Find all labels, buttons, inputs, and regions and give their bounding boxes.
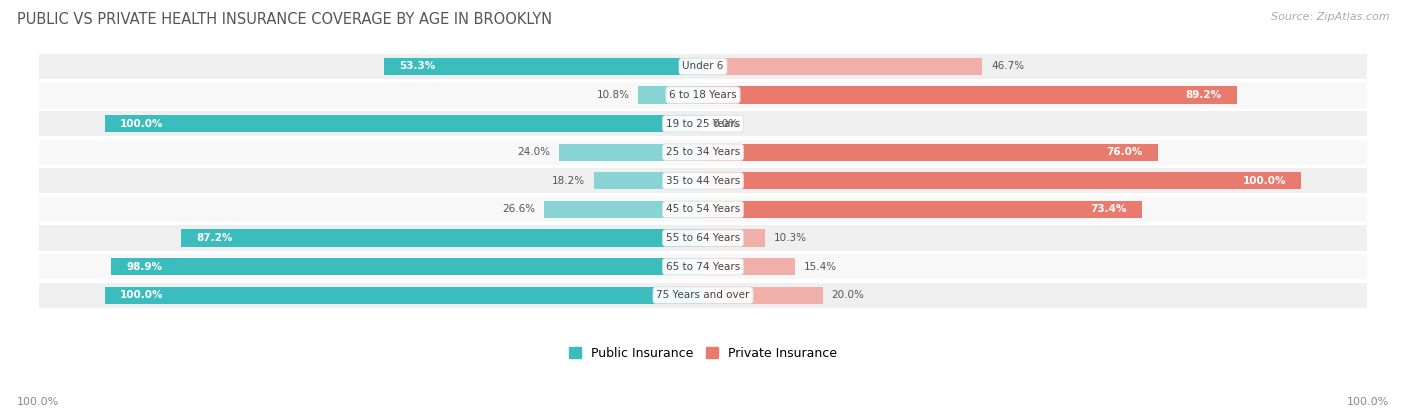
Bar bbox=[703, 58, 983, 75]
Text: Under 6: Under 6 bbox=[682, 62, 724, 71]
Text: 24.0%: 24.0% bbox=[517, 147, 550, 157]
Text: 100.0%: 100.0% bbox=[17, 397, 59, 407]
Bar bbox=[111, 258, 703, 275]
Bar bbox=[39, 111, 1367, 136]
Text: 35 to 44 Years: 35 to 44 Years bbox=[666, 176, 740, 186]
Bar bbox=[703, 258, 796, 275]
Text: 87.2%: 87.2% bbox=[197, 233, 232, 243]
Bar bbox=[181, 230, 703, 247]
Bar bbox=[703, 230, 765, 247]
Bar bbox=[560, 144, 703, 161]
Text: 18.2%: 18.2% bbox=[553, 176, 585, 186]
Text: 55 to 64 Years: 55 to 64 Years bbox=[666, 233, 740, 243]
Bar bbox=[39, 83, 1367, 108]
Text: 100.0%: 100.0% bbox=[120, 290, 163, 300]
Text: 19 to 25 Years: 19 to 25 Years bbox=[666, 119, 740, 129]
Text: 100.0%: 100.0% bbox=[120, 119, 163, 129]
Bar bbox=[39, 254, 1367, 279]
Bar bbox=[39, 197, 1367, 222]
Text: 73.4%: 73.4% bbox=[1091, 204, 1128, 214]
Bar bbox=[595, 172, 703, 190]
Text: 76.0%: 76.0% bbox=[1107, 147, 1143, 157]
Bar bbox=[638, 86, 703, 104]
Text: 100.0%: 100.0% bbox=[1243, 176, 1286, 186]
Bar bbox=[39, 225, 1367, 251]
Text: 75 Years and over: 75 Years and over bbox=[657, 290, 749, 300]
Text: 65 to 74 Years: 65 to 74 Years bbox=[666, 261, 740, 272]
Text: 53.3%: 53.3% bbox=[399, 62, 436, 71]
Text: 6 to 18 Years: 6 to 18 Years bbox=[669, 90, 737, 100]
Bar bbox=[544, 201, 703, 218]
Bar bbox=[39, 282, 1367, 308]
Bar bbox=[703, 86, 1237, 104]
Bar bbox=[703, 201, 1142, 218]
Bar bbox=[703, 144, 1157, 161]
Text: 89.2%: 89.2% bbox=[1185, 90, 1222, 100]
Text: 98.9%: 98.9% bbox=[127, 261, 162, 272]
Bar bbox=[39, 168, 1367, 193]
Text: PUBLIC VS PRIVATE HEALTH INSURANCE COVERAGE BY AGE IN BROOKLYN: PUBLIC VS PRIVATE HEALTH INSURANCE COVER… bbox=[17, 12, 553, 27]
Text: 100.0%: 100.0% bbox=[1347, 397, 1389, 407]
Text: 20.0%: 20.0% bbox=[831, 290, 865, 300]
Text: 45 to 54 Years: 45 to 54 Years bbox=[666, 204, 740, 214]
Bar bbox=[39, 140, 1367, 165]
Bar bbox=[104, 287, 703, 304]
Text: 10.3%: 10.3% bbox=[773, 233, 807, 243]
Text: Source: ZipAtlas.com: Source: ZipAtlas.com bbox=[1271, 12, 1389, 22]
Text: 25 to 34 Years: 25 to 34 Years bbox=[666, 147, 740, 157]
Text: 46.7%: 46.7% bbox=[991, 62, 1025, 71]
Legend: Public Insurance, Private Insurance: Public Insurance, Private Insurance bbox=[568, 347, 838, 360]
Bar bbox=[104, 115, 703, 132]
Text: 26.6%: 26.6% bbox=[502, 204, 534, 214]
Bar bbox=[384, 58, 703, 75]
Text: 15.4%: 15.4% bbox=[804, 261, 837, 272]
Bar bbox=[703, 172, 1302, 190]
Bar bbox=[39, 54, 1367, 79]
Text: 10.8%: 10.8% bbox=[596, 90, 630, 100]
Text: 0.0%: 0.0% bbox=[711, 119, 738, 129]
Bar bbox=[703, 287, 823, 304]
